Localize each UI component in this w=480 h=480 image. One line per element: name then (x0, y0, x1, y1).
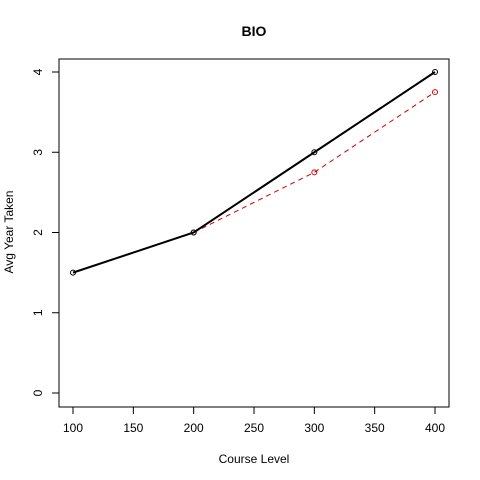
data-point-1 (311, 169, 318, 176)
series-group (70, 69, 438, 276)
plot-frame (58, 58, 450, 408)
y-tick-label: 3 (31, 149, 45, 156)
x-tick-label: 150 (123, 421, 143, 435)
data-point-0 (190, 229, 197, 236)
y-tick-label: 1 (31, 309, 45, 316)
series-line-0 (72, 71, 436, 274)
data-point-0 (311, 149, 318, 156)
y-tick-label: 4 (31, 68, 45, 75)
x-tick-label: 300 (304, 421, 324, 435)
x-tick-label: 200 (184, 421, 204, 435)
x-tick-label: 400 (425, 421, 445, 435)
data-point-1 (432, 89, 438, 96)
y-tick-label: 2 (31, 229, 45, 236)
y-tick-label: 0 (31, 389, 45, 396)
y-axis-label: Avg Year Taken (2, 191, 16, 274)
x-tick-label: 350 (365, 421, 385, 435)
x-tick-label: 100 (63, 421, 83, 435)
axes: 100 150 200 250 300 350 400 0 1 2 3 4 (31, 68, 445, 435)
series-line-1 (193, 91, 436, 233)
x-axis-label: Course Level (219, 452, 290, 466)
x-tick-label: 250 (244, 421, 264, 435)
data-point-0 (70, 269, 76, 276)
chart-title: BIO (242, 23, 267, 39)
data-point-0 (432, 69, 438, 75)
